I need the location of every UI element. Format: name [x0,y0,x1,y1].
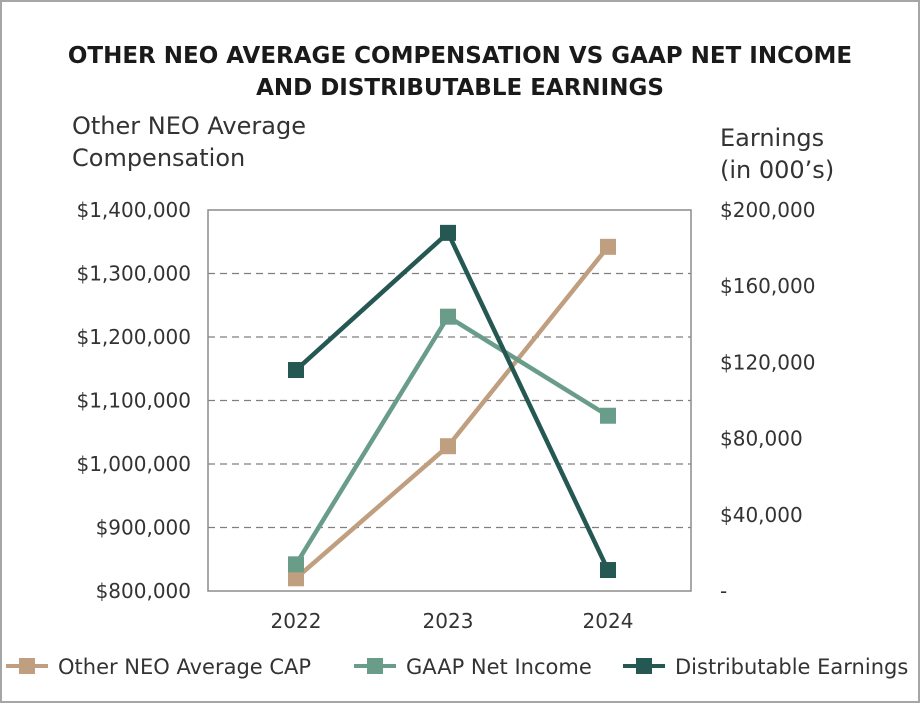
y-right-tick-labels: - $40,000 $80,000 $120,000 $160,000 $200,000 [720,198,815,603]
series-marker [288,570,304,587]
y-right-tick-label: $40,000 [720,503,803,527]
series-marker [288,556,304,573]
legend-marker-gaap [367,658,383,674]
y-right-axis-title-line2: (in 000’s) [720,156,834,184]
y-left-tick-label: $1,200,000 [76,325,191,349]
series-marker [440,308,456,325]
y-right-axis-title-line1: Earnings [720,124,824,152]
series-marker [600,238,616,255]
chart-title-line1: OTHER NEO AVERAGE COMPENSATION VS GAAP N… [68,43,852,69]
x-tick-label: 2023 [423,609,474,633]
legend-label-cap: Other NEO Average CAP [58,655,311,679]
gridlines [208,272,691,529]
series-line [294,245,610,580]
y-left-tick-labels: $800,000 $900,000 $1,000,000 $1,100,000 $1,2… [76,198,191,603]
legend-marker-cap [19,658,35,674]
y-left-tick-label: $1,400,000 [76,198,191,222]
chart-title-line2: AND DISTRIBUTABLE EARNINGS [256,75,664,101]
y-left-axis-title-line2: Compensation [72,144,245,172]
series-markers [288,224,616,587]
y-left-tick-label: $1,300,000 [76,262,191,286]
y-left-tick-label: $1,100,000 [76,389,191,413]
x-tick-labels: 2022 2023 2024 [271,609,634,633]
series-marker [288,362,304,379]
plot-area-border [207,209,692,592]
series-marker [600,407,616,424]
x-tick-label: 2022 [271,609,322,633]
legend-label-gaap: GAAP Net Income [406,655,592,679]
y-left-tick-label: $800,000 [96,579,191,603]
series-marker [440,438,456,455]
y-right-tick-label: - [720,579,727,603]
legend-label-distributable: Distributable Earnings [675,655,908,679]
series-lines [294,230,611,580]
series-line [294,230,611,572]
y-left-tick-label: $1,000,000 [76,452,191,476]
y-left-tick-label: $900,000 [96,516,191,540]
series-marker [600,562,616,579]
y-left-axis-title-line1: Other NEO Average [72,112,306,140]
x-tick-label: 2024 [583,609,634,633]
legend: Other NEO Average CAP GAAP Net Income Di… [6,655,908,679]
y-right-tick-label: $200,000 [720,198,815,222]
series-marker [440,224,456,241]
y-right-tick-label: $120,000 [720,350,815,374]
y-right-tick-label: $80,000 [720,427,803,451]
y-right-tick-label: $160,000 [720,274,815,298]
legend-marker-distributable [636,658,652,674]
